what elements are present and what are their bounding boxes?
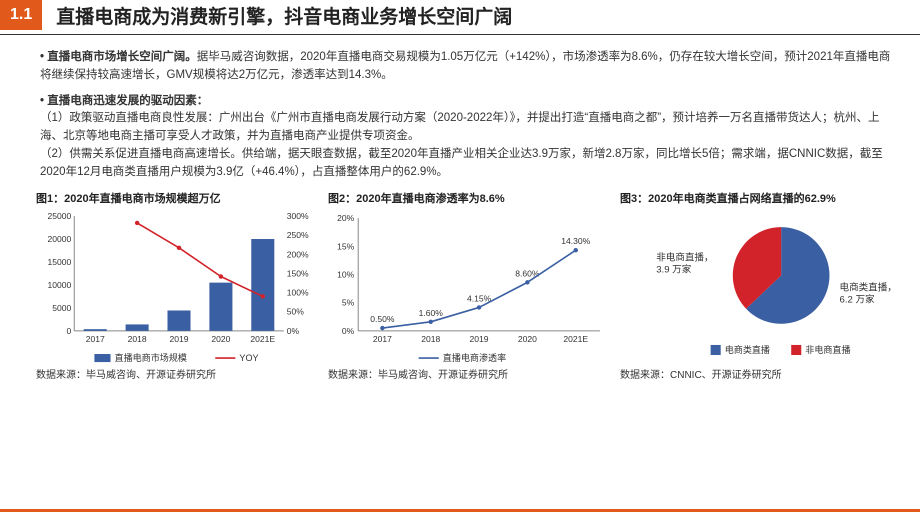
- svg-text:0.50%: 0.50%: [370, 314, 395, 324]
- svg-text:2019: 2019: [169, 334, 188, 344]
- svg-text:0: 0: [66, 326, 71, 336]
- chart3-title: 图3：2020年电商类直播占网络直播的62.9%: [620, 190, 902, 206]
- svg-text:电商类直播，: 电商类直播，: [840, 281, 897, 293]
- footer-accent: [0, 509, 920, 512]
- svg-text:100%: 100%: [287, 287, 309, 297]
- svg-text:10000: 10000: [47, 280, 71, 290]
- svg-text:2017: 2017: [86, 334, 105, 344]
- chart3: 图3：2020年电商类直播占网络直播的62.9% 非电商直播，3.9 万家电商类…: [620, 190, 902, 381]
- svg-text:3.9 万家: 3.9 万家: [656, 263, 691, 275]
- svg-text:14.30%: 14.30%: [561, 236, 590, 246]
- p2-bold: 直播电商迅速发展的驱动因素：: [47, 95, 208, 107]
- svg-text:4.15%: 4.15%: [467, 293, 492, 303]
- svg-text:YOY: YOY: [239, 353, 258, 363]
- svg-text:2018: 2018: [128, 334, 147, 344]
- svg-text:2019: 2019: [470, 334, 489, 344]
- svg-text:2020: 2020: [518, 334, 537, 344]
- p2-rest2: （2）供需关系促进直播电商高速增长。供给端，据天眼查数据，截至2020年直播产业…: [40, 146, 898, 182]
- p2-rest1: （1）政策驱动直播电商良性发展：广州出台《广州市直播电商发展行动方案（2020-…: [40, 110, 898, 146]
- svg-text:2020: 2020: [211, 334, 230, 344]
- svg-text:150%: 150%: [287, 268, 309, 278]
- svg-text:50%: 50%: [287, 306, 305, 316]
- svg-text:15%: 15%: [337, 241, 355, 251]
- svg-text:2021E: 2021E: [250, 334, 275, 344]
- chart3-svg: 非电商直播，3.9 万家电商类直播，6.2 万家电商类直播 非电商直播: [620, 210, 902, 371]
- svg-text:10%: 10%: [337, 269, 355, 279]
- svg-text:1.60%: 1.60%: [419, 307, 444, 317]
- svg-text:5000: 5000: [52, 303, 71, 313]
- svg-text:25000: 25000: [47, 211, 71, 221]
- svg-text:2018: 2018: [421, 334, 440, 344]
- svg-text:非电商直播，: 非电商直播，: [656, 251, 713, 263]
- svg-text:250%: 250%: [287, 230, 309, 240]
- slide-title: 直播电商成为消费新引擎，抖音电商业务增长空间广阔: [56, 2, 512, 29]
- slide-header: 1.1 直播电商成为消费新引擎，抖音电商业务增长空间广阔: [0, 0, 920, 35]
- svg-text:20000: 20000: [47, 234, 71, 244]
- svg-text:非电商直播: 非电商直播: [805, 344, 850, 355]
- svg-text:300%: 300%: [287, 211, 309, 221]
- chart1-svg: 0 5000 10000 15000 20000 25000 0% 50% 100% 150% 20…: [36, 210, 318, 371]
- section-number: 1.1: [0, 0, 42, 30]
- svg-text:5%: 5%: [342, 297, 355, 307]
- chart1-title: 图1：2020年直播电商市场规模超万亿: [36, 190, 318, 206]
- svg-text:0%: 0%: [342, 326, 355, 336]
- svg-text:0%: 0%: [287, 326, 300, 336]
- p1-bold: 直播电商市场增长空间广阔。: [47, 51, 197, 63]
- svg-text:电商类直播: 电商类直播: [725, 344, 770, 355]
- svg-text:15000: 15000: [47, 257, 71, 267]
- svg-text:20%: 20%: [337, 213, 355, 223]
- svg-text:直播电商市场规模: 直播电商市场规模: [115, 352, 187, 363]
- chart1: 图1：2020年直播电商市场规模超万亿 0 5000 10000 15000 20000…: [36, 190, 318, 381]
- svg-text:2021E: 2021E: [563, 334, 588, 344]
- svg-text:直播电商渗透率: 直播电商渗透率: [443, 352, 506, 363]
- svg-text:6.2 万家: 6.2 万家: [840, 293, 875, 305]
- body-text: 直播电商市场增长空间广阔。据毕马威咨询数据，2020年直播电商交易规模为1.05…: [0, 43, 920, 182]
- chart2: 图2：2020年直播电商渗透率为8.6% 0% 5% 10% 15% 20% 2017 0.…: [328, 190, 610, 381]
- svg-text:2017: 2017: [373, 334, 392, 344]
- svg-text:200%: 200%: [287, 249, 309, 259]
- chart2-svg: 0% 5% 10% 15% 20% 2017 0.50% 2018 1.60% 2019 4.15%…: [328, 210, 610, 371]
- chart2-title: 图2：2020年直播电商渗透率为8.6%: [328, 190, 610, 206]
